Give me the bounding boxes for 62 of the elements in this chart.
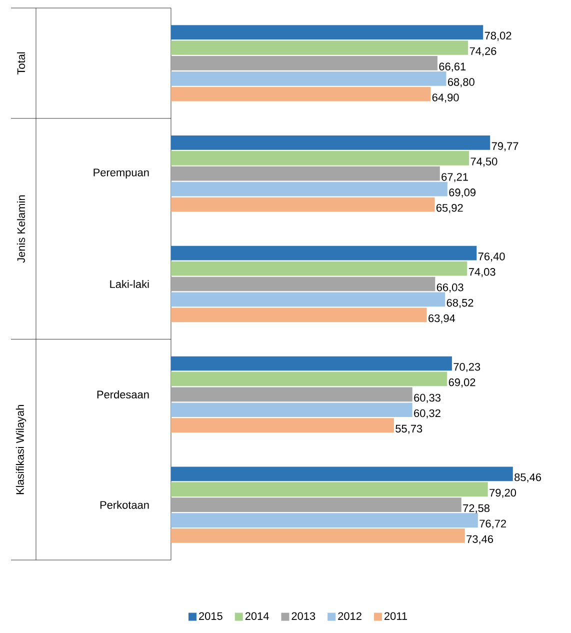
data-label: 79,20 bbox=[490, 488, 516, 498]
data-label: 65,92 bbox=[436, 204, 463, 214]
data-label: 68,80 bbox=[448, 78, 474, 88]
y-tick-label: Perempuan bbox=[94, 168, 149, 179]
bar bbox=[170, 246, 477, 260]
legend-label: 2013 bbox=[292, 612, 316, 620]
bar bbox=[170, 71, 446, 86]
bar bbox=[170, 276, 436, 292]
bar bbox=[170, 56, 438, 70]
data-label: 78,02 bbox=[484, 32, 512, 41]
data-label: 76,40 bbox=[478, 252, 505, 262]
legend-label: 2014 bbox=[245, 612, 269, 620]
data-label: 70,23 bbox=[454, 362, 480, 372]
bar bbox=[170, 402, 412, 418]
data-label: 69,09 bbox=[449, 188, 476, 198]
bar bbox=[170, 25, 484, 40]
data-label: 68,52 bbox=[446, 298, 474, 308]
bar bbox=[170, 150, 470, 166]
legend-label: 2015 bbox=[199, 612, 222, 620]
bar bbox=[170, 387, 412, 402]
data-label: 72,58 bbox=[463, 504, 490, 514]
bar bbox=[170, 466, 513, 482]
data-label: 64,90 bbox=[432, 94, 459, 103]
data-label: 74,03 bbox=[468, 268, 496, 278]
data-label: 73,46 bbox=[466, 535, 494, 544]
data-label: 74,50 bbox=[470, 158, 498, 167]
text: Klasifikasi Wilayah bbox=[16, 404, 26, 494]
data-label: 74,26 bbox=[470, 47, 496, 56]
bar bbox=[170, 182, 448, 196]
data-label: 63,94 bbox=[428, 314, 456, 324]
data-label: 55,73 bbox=[396, 424, 422, 434]
data-label: 79,77 bbox=[492, 142, 518, 152]
bar bbox=[170, 372, 448, 386]
bar bbox=[170, 292, 446, 307]
bar bbox=[170, 197, 435, 212]
bar bbox=[170, 482, 488, 497]
bar bbox=[170, 513, 478, 528]
bar bbox=[170, 86, 431, 102]
y-tick-label: Perdesaan bbox=[97, 390, 149, 398]
data-label: 69,02 bbox=[448, 378, 476, 388]
bar bbox=[170, 356, 452, 371]
data-label: 67,21 bbox=[442, 173, 468, 182]
bar bbox=[170, 136, 490, 150]
bar bbox=[170, 40, 468, 55]
data-label: 76,72 bbox=[480, 520, 506, 529]
text: Jenis Kelamin bbox=[16, 195, 26, 263]
data-label: 60,33 bbox=[414, 394, 440, 403]
text: Total bbox=[16, 52, 26, 75]
bar bbox=[170, 528, 465, 543]
legend-label: 2011 bbox=[384, 612, 407, 620]
data-label: 66,61 bbox=[439, 62, 466, 72]
data-label: 85,46 bbox=[514, 473, 542, 482]
bar bbox=[170, 498, 462, 512]
y-tick-label: Perkotaan bbox=[100, 500, 149, 509]
data-label: 66,03 bbox=[436, 283, 464, 293]
bar bbox=[170, 261, 468, 276]
bar bbox=[170, 166, 440, 181]
legend-label: 2012 bbox=[338, 612, 362, 620]
data-label: 60,32 bbox=[414, 409, 440, 418]
bar bbox=[170, 308, 427, 322]
bar bbox=[170, 418, 394, 432]
y-tick-label: Laki-laki bbox=[110, 280, 149, 288]
